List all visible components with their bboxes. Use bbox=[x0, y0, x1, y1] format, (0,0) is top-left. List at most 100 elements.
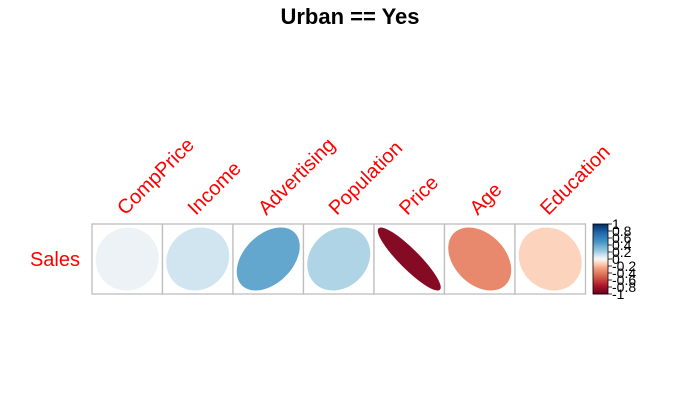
colorbar-swatch bbox=[593, 254, 608, 256]
colorbar-swatch bbox=[593, 247, 608, 249]
colorbar-swatch bbox=[593, 228, 608, 230]
colorbar-swatch bbox=[593, 249, 608, 251]
colorbar-swatch bbox=[593, 267, 608, 269]
colorbar-swatch bbox=[593, 266, 608, 268]
colorbar-swatch bbox=[593, 230, 608, 232]
colorbar-swatch bbox=[593, 270, 608, 272]
colorbar-swatch bbox=[593, 236, 608, 238]
colorbar-swatch bbox=[593, 282, 608, 284]
colorbar-swatch bbox=[593, 245, 608, 247]
colorbar-swatch bbox=[593, 240, 608, 242]
colorbar-tick-label: 0.2 bbox=[612, 244, 632, 260]
column-label-income: Income bbox=[184, 158, 246, 220]
colorbar-tick-label: -1 bbox=[612, 286, 625, 302]
colorbar-swatch bbox=[593, 228, 608, 230]
ellipse-sales-age bbox=[448, 227, 512, 291]
colorbar-swatch bbox=[593, 274, 608, 276]
colorbar-swatch bbox=[593, 224, 608, 226]
colorbar-swatch bbox=[593, 246, 608, 248]
colorbar-tick-label: 0 bbox=[612, 251, 620, 267]
colorbar-tick-label: -0.6 bbox=[612, 272, 636, 288]
colorbar-swatch bbox=[593, 241, 608, 243]
column-label-age: Age bbox=[466, 179, 507, 220]
colorbar-swatch bbox=[593, 256, 608, 258]
colorbar-swatch bbox=[593, 288, 608, 290]
colorbar-swatch bbox=[593, 292, 608, 294]
colorbar-swatch bbox=[593, 242, 608, 244]
colorbar-tick-label: -0.4 bbox=[612, 265, 636, 281]
colorbar-tick-label: 0.4 bbox=[612, 237, 632, 253]
colorbar-swatch bbox=[593, 235, 608, 237]
colorbar-swatch bbox=[593, 290, 608, 292]
colorbar-swatch bbox=[593, 238, 608, 240]
colorbar-swatch bbox=[593, 280, 608, 282]
colorbar-swatch bbox=[593, 226, 608, 228]
colorbar-swatch bbox=[593, 263, 608, 265]
colorbar-swatch bbox=[593, 232, 608, 234]
colorbar-tick-label: 1 bbox=[612, 216, 620, 232]
colorbar-swatch bbox=[593, 247, 608, 249]
column-label-price: Price bbox=[395, 172, 443, 220]
colorbar-swatch bbox=[593, 270, 608, 272]
colorbar-swatch bbox=[593, 264, 608, 266]
colorbar-swatch bbox=[593, 231, 608, 233]
ellipse-sales-price bbox=[377, 227, 441, 291]
colorbar-swatch bbox=[593, 265, 608, 267]
colorbar-swatch bbox=[593, 279, 608, 281]
colorbar-swatch bbox=[593, 285, 608, 287]
colorbar-swatch bbox=[593, 261, 608, 263]
colorbar-swatch bbox=[593, 256, 608, 258]
colorbar-swatch bbox=[593, 257, 608, 259]
colorbar-swatch bbox=[593, 289, 608, 291]
colorbar-swatch bbox=[593, 242, 608, 244]
colorbar-swatch bbox=[593, 268, 608, 270]
colorbar-swatch bbox=[593, 275, 608, 277]
colorbar-swatch bbox=[593, 244, 608, 246]
cell-layer bbox=[95, 227, 582, 291]
colorbar-tick-label: 0.8 bbox=[612, 223, 632, 239]
colorbar-swatch bbox=[593, 248, 608, 250]
colorbar-swatch bbox=[593, 282, 608, 284]
chart-title: Urban == Yes bbox=[280, 4, 419, 29]
ellipse-sales-compprice bbox=[95, 227, 159, 291]
colorbar-swatch bbox=[593, 233, 608, 235]
colorbar-swatch bbox=[593, 254, 608, 256]
colorbar-swatch bbox=[593, 266, 608, 268]
colorbar-swatch bbox=[593, 240, 608, 242]
colorbar-swatch bbox=[593, 250, 608, 252]
colorbar-swatch bbox=[593, 283, 608, 285]
colorbar-swatch bbox=[593, 273, 608, 275]
colorbar: 10.80.60.40.20-0.2-0.4-0.6-0.8-1 bbox=[592, 216, 636, 302]
colorbar-swatch bbox=[593, 226, 608, 228]
colorbar-tick-label: -0.8 bbox=[612, 279, 636, 295]
colorbar-swatch bbox=[593, 277, 608, 279]
colorbar-swatch bbox=[593, 277, 608, 279]
colorbar-swatch bbox=[593, 278, 608, 280]
ellipse-sales-income bbox=[166, 227, 230, 291]
row-label-sales: Sales bbox=[30, 249, 80, 271]
colorbar-tick-label: -0.2 bbox=[612, 258, 636, 274]
colorbar-swatch bbox=[593, 291, 608, 293]
colorbar-swatch bbox=[593, 276, 608, 278]
colorbar-swatch bbox=[593, 225, 608, 227]
colorbar-swatch bbox=[593, 261, 608, 263]
colorbar-swatch bbox=[593, 249, 608, 251]
colorbar-swatch bbox=[593, 280, 608, 282]
ellipse-sales-advertising bbox=[236, 227, 300, 291]
colorbar-swatch bbox=[593, 237, 608, 239]
column-label-education: Education bbox=[536, 141, 614, 219]
colorbar-swatch bbox=[593, 263, 608, 265]
colorbar-swatch bbox=[593, 233, 608, 235]
colorbar-swatch bbox=[593, 229, 608, 231]
colorbar-swatch bbox=[593, 284, 608, 286]
colorbar-swatch bbox=[593, 238, 608, 240]
colorbar-swatch bbox=[593, 239, 608, 241]
colorbar-swatch bbox=[593, 224, 608, 226]
colorbar-swatch bbox=[593, 252, 608, 254]
colorbar-swatch bbox=[593, 234, 608, 236]
colorbar-swatch bbox=[593, 273, 608, 275]
colorbar-tick-label: 0.6 bbox=[612, 230, 632, 246]
colorbar-swatch bbox=[593, 272, 608, 274]
colorbar-swatch bbox=[593, 286, 608, 288]
